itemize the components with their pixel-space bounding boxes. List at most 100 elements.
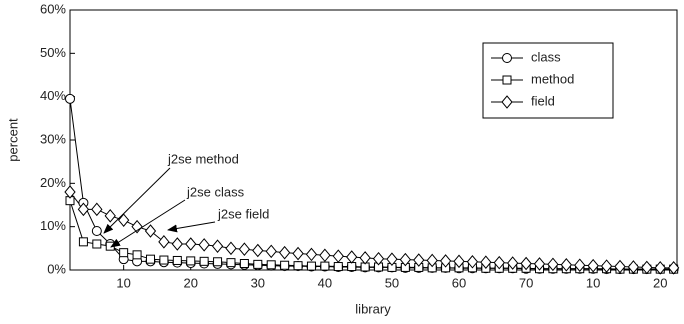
marker [493,255,505,270]
marker [292,246,304,261]
series-line [69,200,674,270]
y-tick-label: 10% [40,218,66,233]
y-tick-label: 0% [47,261,66,276]
y-tick-label: 60% [40,1,66,16]
marker [198,238,210,252]
legend-label: class [531,49,561,64]
marker [118,213,130,227]
marker [466,254,479,269]
marker [654,261,666,275]
annotation: j2se field [217,206,269,221]
y-tick-label: 40% [40,88,66,103]
annotation-arrow [110,199,186,248]
x-axis-label: library [355,301,391,316]
annotation-arrow [167,221,216,233]
marker [253,259,263,269]
x-tick-label: 40 [318,275,332,290]
marker [386,252,398,266]
series-line [69,191,674,269]
marker [520,256,532,271]
marker [252,243,264,258]
marker [92,239,102,249]
marker [587,258,599,273]
marker [359,251,371,265]
marker [239,259,249,268]
marker [226,258,236,268]
marker [333,262,343,272]
legend-label: method [531,71,574,86]
annotation: j2se class [186,184,245,199]
marker [614,259,626,274]
marker [211,239,224,253]
marker [213,257,223,267]
x-tick-label: 50 [385,275,399,290]
x-tick-label: 30 [251,275,265,290]
marker [372,251,385,266]
marker [265,244,277,259]
marker [159,255,169,265]
marker [171,237,183,251]
marker [426,253,438,268]
marker [225,241,237,256]
x-tick-label: 20 [653,275,667,290]
x-tick-label: 10 [116,275,130,290]
marker [641,260,653,275]
marker [65,93,75,104]
marker [453,254,465,269]
marker [399,252,412,267]
marker [199,256,209,266]
marker [480,255,492,269]
marker [238,242,251,256]
legend-label: field [531,93,555,108]
marker [77,202,90,217]
marker [119,248,129,258]
y-axis-label: percent [5,118,20,162]
annotation: j2se method [167,151,239,166]
marker [306,261,316,271]
x-tick-label: 20 [183,275,197,290]
marker [346,250,358,264]
marker [64,185,76,199]
marker [91,226,102,236]
marker [560,258,572,272]
marker [600,259,613,273]
marker [547,257,559,272]
marker [293,261,303,271]
marker [144,224,157,238]
marker [627,260,640,274]
marker [132,250,142,260]
marker [78,237,88,247]
marker [172,255,182,265]
marker [185,237,197,251]
marker [158,235,170,249]
marker [332,249,344,263]
y-tick-label: 50% [40,45,66,60]
legend-marker [501,95,513,109]
marker [280,260,290,270]
marker [320,261,330,271]
marker [439,254,452,268]
marker [305,247,318,262]
marker [533,257,546,271]
x-tick-label: 60 [452,275,466,290]
marker [319,248,331,263]
marker [186,256,196,266]
annotation-arrow [103,167,171,234]
x-tick-label: 70 [519,275,533,290]
marker [131,219,143,234]
marker [278,245,291,260]
legend-marker [502,53,512,63]
marker [507,256,519,270]
marker [667,261,680,275]
legend-marker [502,75,512,85]
marker [145,254,155,264]
marker [413,253,425,267]
marker [91,202,103,217]
y-tick-label: 30% [40,131,66,146]
y-tick-label: 20% [40,175,66,190]
marker [574,258,586,273]
marker [266,260,276,270]
x-tick-label: 10 [586,275,600,290]
marker [104,209,116,223]
